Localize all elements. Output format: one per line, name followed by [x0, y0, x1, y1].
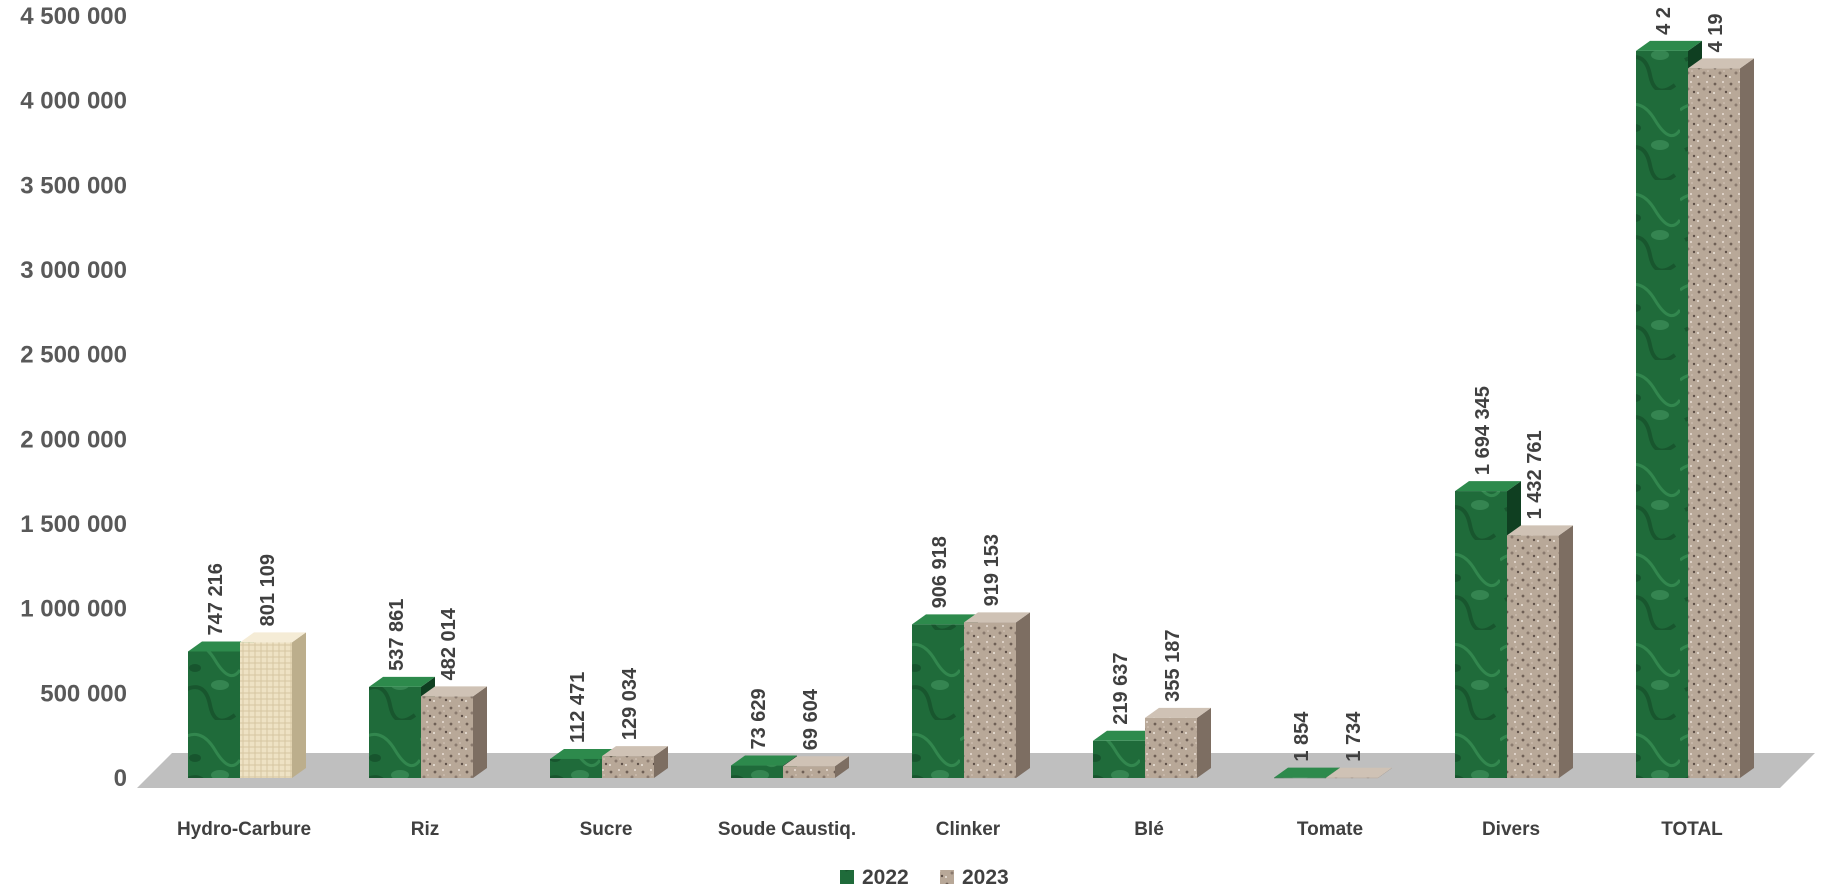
x-tick-label: Soude Caustiq. [718, 819, 856, 840]
bar-2023-4 [964, 612, 1030, 778]
data-label: 801 109 [257, 554, 279, 626]
bar-2023-0 [240, 632, 306, 778]
y-axis: 0 500 000 1 000 000 1 500 000 2 000 000 2 500… [20, 3, 127, 792]
data-label: 112 471 [567, 672, 589, 743]
x-tick-label: Sucre [580, 819, 633, 840]
bar-2023-5 [1145, 707, 1211, 778]
y-tick-label: 0 [114, 765, 127, 792]
y-tick-label: 3 000 000 [20, 257, 127, 284]
data-labels: 747 216 801 109 537 861 482 014 112 471 129 0… [205, 7, 1727, 762]
bar-2023-8 [1688, 58, 1754, 779]
bar-2023-6 [1326, 767, 1392, 779]
y-tick-label: 1 500 000 [20, 511, 127, 538]
x-tick-label: Divers [1482, 819, 1540, 840]
bar-2023-3 [783, 756, 849, 778]
bar-2023-1 [421, 686, 487, 778]
y-tick-label: 2 000 000 [20, 426, 127, 453]
data-label: 482 014 [438, 607, 460, 680]
y-tick-label: 4 500 000 [20, 3, 127, 30]
legend-swatch-2023 [940, 870, 954, 884]
x-tick-label: Hydro-Carbure [177, 819, 311, 840]
data-label: 219 637 [1110, 653, 1132, 725]
legend-label: 2023 [962, 866, 1009, 889]
legend-swatch-2022 [840, 870, 854, 884]
data-label: 537 861 [386, 599, 408, 671]
y-tick-label: 4 000 000 [20, 88, 127, 115]
data-label: 1 734 [1343, 711, 1365, 762]
x-axis: Hydro-Carbure Riz Sucre Soude Caustiq. Clink… [177, 819, 1723, 840]
x-tick-label: Clinker [936, 819, 1001, 840]
x-tick-label: TOTAL [1661, 819, 1723, 840]
bars [188, 40, 1754, 779]
y-tick-label: 2 500 000 [20, 342, 127, 369]
y-tick-label: 500 000 [40, 680, 127, 707]
bar-2023-2 [602, 746, 668, 778]
data-label: 4 19 [1705, 13, 1727, 52]
data-label: 906 918 [929, 536, 951, 608]
legend: 2022 2023 [840, 866, 1009, 889]
data-label: 69 604 [800, 688, 822, 750]
data-label: 1 854 [1291, 711, 1313, 762]
y-tick-label: 3 500 000 [20, 172, 127, 199]
data-label: 747 216 [205, 563, 227, 635]
bar-2023-7 [1507, 525, 1573, 778]
data-label: 919 153 [981, 534, 1003, 606]
data-label: 1 432 761 [1524, 430, 1546, 519]
data-label: 73 629 [748, 688, 770, 749]
data-label: 355 187 [1162, 630, 1184, 702]
y-tick-label: 1 000 000 [20, 596, 127, 623]
data-label: 1 694 345 [1472, 386, 1494, 475]
data-label: 4 2 [1653, 7, 1675, 35]
x-tick-label: Riz [411, 819, 440, 840]
legend-label: 2022 [862, 866, 909, 889]
x-tick-label: Tomate [1297, 819, 1363, 840]
x-tick-label: Blé [1134, 819, 1164, 840]
data-label: 129 034 [619, 667, 641, 740]
